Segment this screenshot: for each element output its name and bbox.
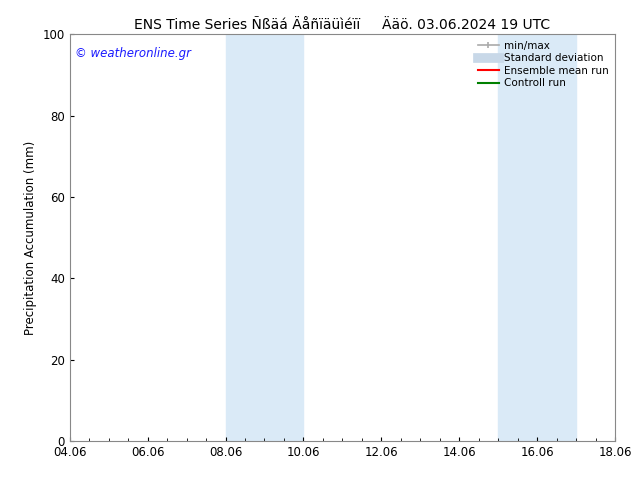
Bar: [498, 34, 576, 441]
Legend: min/max, Standard deviation, Ensemble mean run, Controll run: min/max, Standard deviation, Ensemble me…: [475, 37, 612, 92]
Y-axis label: Precipitation Accumulation (mm): Precipitation Accumulation (mm): [24, 141, 37, 335]
Title: ENS Time Series Ñßäá Äåñïäüìéïï     Ääö. 03.06.2024 19 UTC: ENS Time Series Ñßäá Äåñïäüìéïï Ääö. 03.…: [134, 18, 550, 32]
Bar: [226, 34, 304, 441]
Text: © weatheronline.gr: © weatheronline.gr: [75, 47, 191, 59]
